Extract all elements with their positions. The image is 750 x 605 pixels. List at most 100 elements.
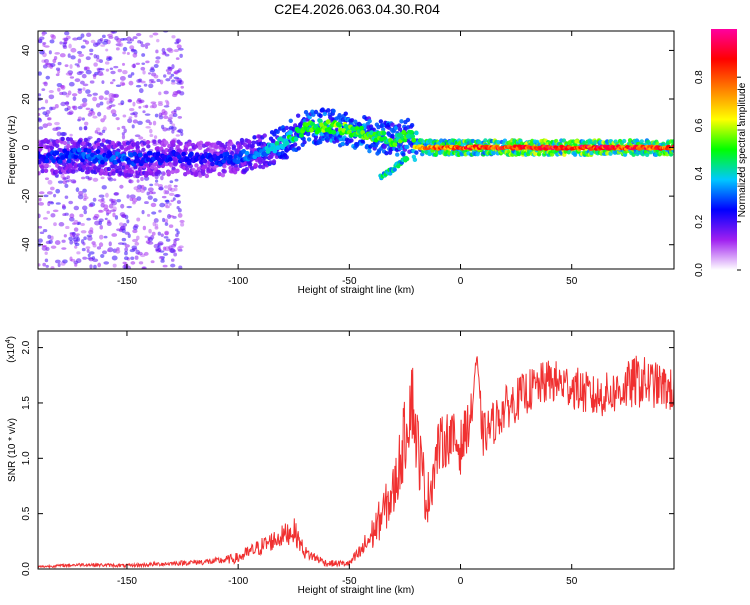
- spectrogram-speckle: [90, 39, 96, 44]
- spectrogram-speckle: [162, 264, 168, 268]
- spectrogram-speckle: [108, 177, 114, 182]
- spectrogram-ridge-cell: [284, 140, 290, 146]
- spectrogram-cell: [340, 141, 345, 147]
- spectrogram-speckle: [149, 133, 154, 138]
- colorbar-label: Normalized spectral amplitude: [737, 82, 748, 217]
- spectrogram-speckle: [126, 205, 132, 209]
- spectrogram-cell: [439, 138, 444, 143]
- spectrogram-speckle: [173, 49, 179, 53]
- spectrogram-speckle: [180, 222, 185, 227]
- spectrogram-speckle: [73, 205, 80, 211]
- spectrogram-cell: [110, 140, 116, 146]
- spectrogram-speckle: [64, 107, 69, 112]
- spectrogram-cell: [491, 150, 496, 156]
- spectrogram-speckle: [101, 185, 107, 190]
- spectrogram-speckle: [64, 64, 69, 68]
- spectrogram-speckle: [100, 118, 105, 123]
- spectrogram-speckle: [103, 208, 110, 212]
- snr-y-axis-label: SNR (10 * v/v): [7, 418, 18, 482]
- spectrogram-speckle: [53, 193, 57, 198]
- spectrogram-cell: [60, 136, 65, 142]
- spectrogram-speckle: [134, 134, 141, 138]
- spectrogram-cell: [260, 164, 266, 170]
- spectrogram-speckle: [148, 83, 154, 89]
- spectrogram-speckle: [161, 109, 166, 114]
- spectrogram-speckle: [97, 199, 104, 202]
- spectrogram-ridge-cell: [343, 123, 349, 129]
- spectrogram-speckle: [116, 37, 122, 43]
- spectrogram-speckle: [104, 97, 108, 101]
- spectrogram-speckle: [103, 261, 110, 265]
- y-tick-label: 1.5: [21, 396, 32, 410]
- spectrogram-speckle: [173, 241, 177, 246]
- spectrogram-speckle: [87, 253, 91, 258]
- spectrogram-speckle: [112, 263, 117, 268]
- spectrogram-speckle: [140, 43, 146, 48]
- spectrogram-cell: [61, 161, 67, 167]
- spectrogram-cell: [671, 139, 674, 144]
- snr-plot-area: [38, 331, 674, 569]
- spectrogram-speckle: [82, 101, 88, 107]
- spectrogram-ridge-cell: [210, 161, 215, 167]
- spectrogram-speckle: [111, 233, 118, 237]
- spectrogram-cell: [252, 135, 257, 140]
- spectrogram-speckle: [119, 75, 126, 81]
- spectrogram-speckle: [45, 264, 49, 268]
- spectrogram-speckle: [96, 246, 102, 250]
- spectrogram-speckle: [126, 51, 130, 55]
- spectrogram-cell: [54, 169, 59, 174]
- y-tick-label: 0.0: [21, 562, 32, 576]
- spectrogram-speckle: [175, 106, 181, 111]
- spectrogram-speckle: [169, 180, 174, 184]
- spectrogram-cell: [281, 134, 287, 140]
- spectrogram-cell: [152, 139, 157, 145]
- y-tick-label: 40: [21, 44, 32, 56]
- spectrogram-speckle: [161, 195, 167, 199]
- spectrogram-speckle: [179, 219, 185, 223]
- spectrogram-speckle: [38, 93, 42, 97]
- spectrogram-cell: [313, 109, 319, 115]
- spectrogram-speckle: [79, 80, 85, 85]
- spectrogram-speckle: [169, 75, 173, 80]
- spectrogram-speckle: [85, 89, 91, 94]
- spectrogram-cell: [97, 164, 102, 170]
- spectrogram-ridge-cell: [319, 122, 324, 128]
- spectrogram-cell: [96, 142, 101, 147]
- snr-panel: -150 -100 -50 0 50 0.0 0.5 1.0 1.5 2.0 Height of…: [5, 330, 675, 596]
- spectrogram-speckle: [170, 248, 176, 254]
- spectrogram-speckle: [136, 79, 142, 83]
- spectrogram-ridge-cell: [100, 159, 105, 165]
- spectrogram-speckle: [81, 176, 86, 180]
- spectrogram-cell: [87, 142, 92, 148]
- spectrogram-cell: [119, 145, 125, 150]
- spectrogram-speckle: [40, 106, 46, 110]
- spectrogram-speckle: [46, 191, 53, 195]
- spectrogram-speckle: [147, 187, 154, 192]
- spectrogram-cell: [427, 151, 433, 156]
- spectrogram-speckle: [60, 174, 65, 179]
- spectrogram-cell: [44, 163, 49, 168]
- spectrogram-speckle: [105, 48, 109, 52]
- spectrogram-cell: [295, 113, 301, 118]
- x-tick-label: 50: [566, 276, 578, 287]
- spectrogram-cell: [146, 144, 151, 149]
- spectrogram-speckle: [86, 93, 93, 97]
- spectrogram-speckle: [72, 96, 77, 101]
- spectrogram-speckle: [153, 135, 158, 139]
- spectrogram-speckle: [128, 179, 134, 184]
- spectrogram-ridge-cell: [132, 151, 138, 157]
- spectrogram-speckle: [92, 177, 99, 182]
- spectrogram-speckle: [81, 117, 85, 121]
- spectrogram-speckle: [116, 228, 122, 232]
- spectrogram-speckle: [64, 31, 70, 36]
- spectrogram-marks: [38, 31, 674, 269]
- spectrogram-cell: [251, 140, 256, 145]
- snr-frame: [37, 330, 675, 570]
- spectrogram-cell: [331, 108, 336, 114]
- spectrogram-cell: [349, 138, 354, 143]
- spectrogram-speckle: [165, 69, 170, 72]
- spectrogram-speckle: [132, 238, 139, 243]
- spectrogram-speckle: [57, 87, 61, 92]
- spectrogram-speckle: [131, 124, 135, 129]
- spectrogram-speckle: [170, 199, 174, 203]
